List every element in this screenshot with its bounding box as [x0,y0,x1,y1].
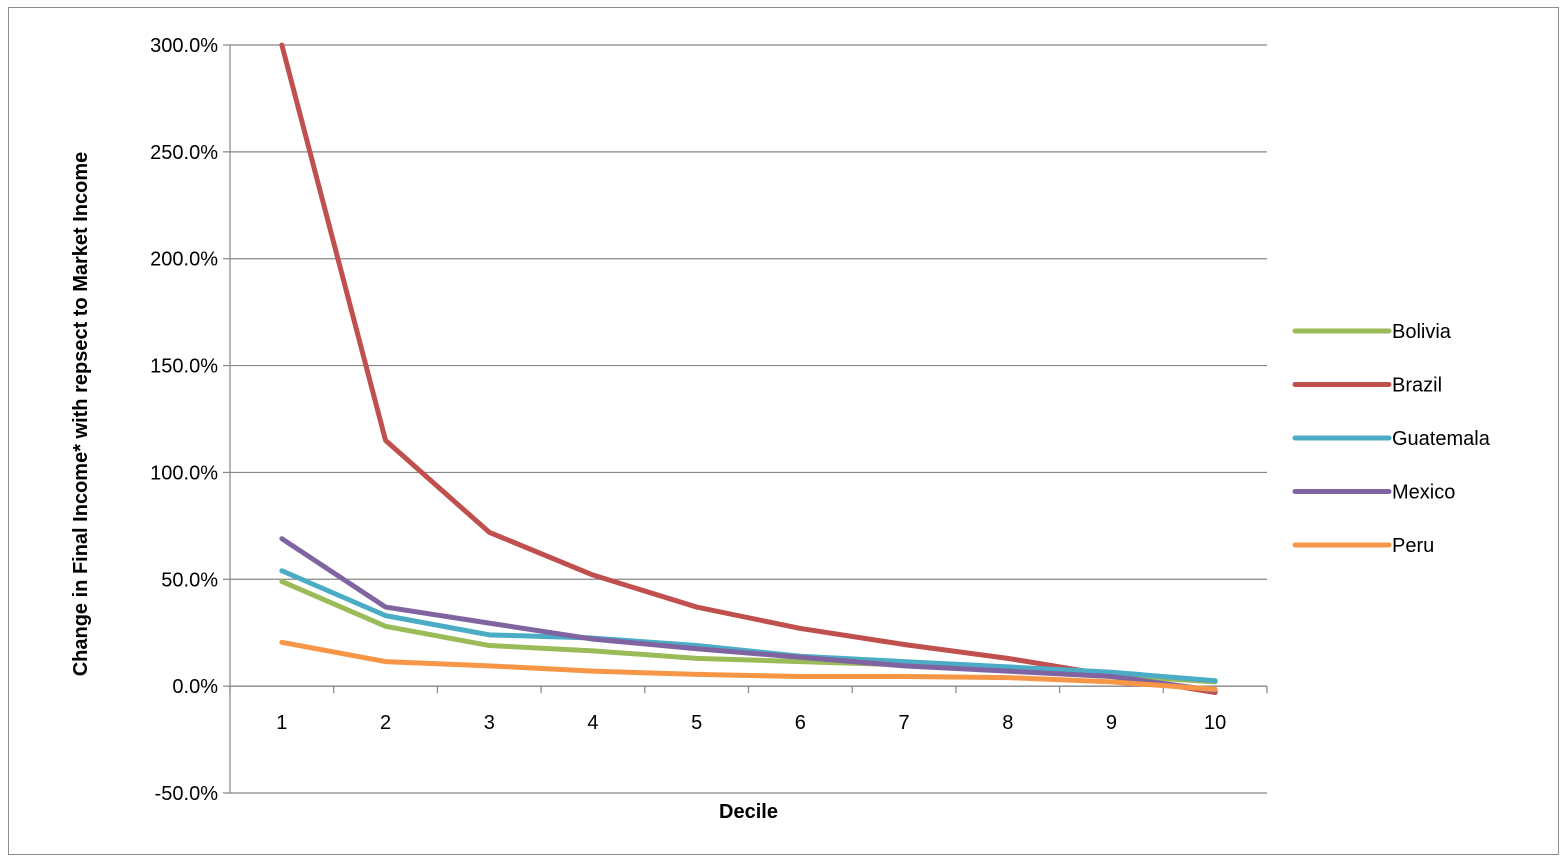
chart-frame: -50.0% 0.0% 50.0% 100.0% 150.0% 200.0% 250.0% 3… [8,7,1559,855]
legend-label-mexico: Mexico [1392,482,1455,504]
y-tick-label: 200.0% [150,249,218,271]
y-tick-label: 100.0% [150,462,218,484]
x-axis-title: Decile [719,801,778,823]
y-tick-label: 150.0% [150,356,218,378]
y-tick-label: 50.0% [161,569,218,591]
legend-label-peru: Peru [1392,535,1434,557]
series-line-mexico [279,536,1218,693]
x-tick-label: 3 [484,712,495,734]
x-tick-label: 7 [898,712,909,734]
line-chart: -50.0% 0.0% 50.0% 100.0% 150.0% 200.0% 250.0% 3… [70,35,1491,823]
x-tick-label: 2 [380,712,391,734]
y-axis-title: Change in Final Income* with repsect to … [70,152,92,677]
y-tick-label: 0.0% [172,676,218,698]
series-line-brazil [279,42,1218,696]
x-tick-label: 4 [587,712,598,734]
axes: -50.0% 0.0% 50.0% 100.0% 150.0% 200.0% 250.0% 3… [150,35,1268,805]
y-tick-label: -50.0% [155,783,219,805]
x-tick-label: 5 [691,712,702,734]
x-tick-label: 8 [1002,712,1013,734]
legend: Bolivia Brazil Guatemala Mexico Peru [1292,321,1491,557]
legend-label-guatemala: Guatemala [1392,428,1491,450]
series-line-peru [279,639,1218,692]
x-tick-label: 9 [1106,712,1117,734]
legend-label-bolivia: Bolivia [1392,321,1452,343]
x-tick-label: 6 [795,712,806,734]
x-tick-label: 1 [276,712,287,734]
series-lines [279,42,1218,696]
series-line-bolivia [279,578,1218,685]
y-tick-label: 250.0% [150,142,218,164]
x-tick-label: 10 [1204,712,1226,734]
y-tick-label: 300.0% [150,35,218,57]
legend-label-brazil: Brazil [1392,375,1442,397]
